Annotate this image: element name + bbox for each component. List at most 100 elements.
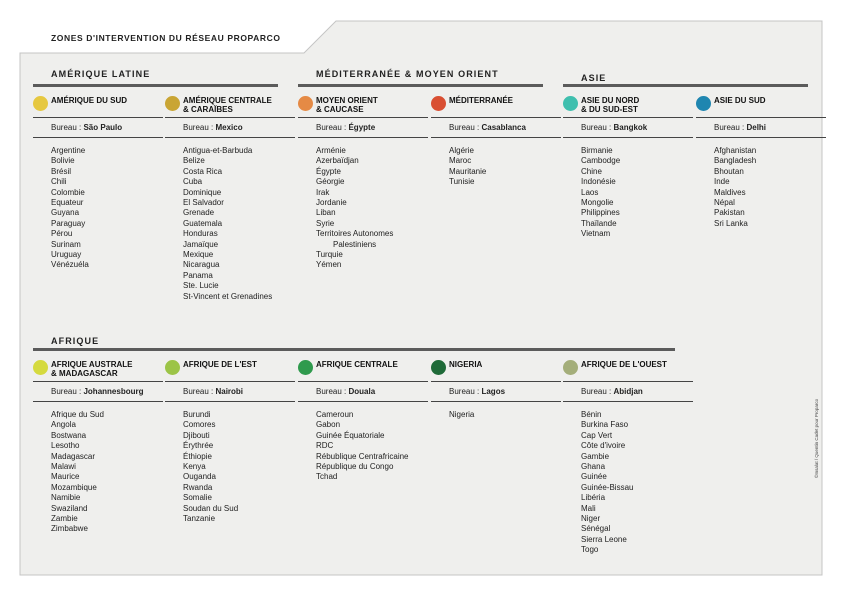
bureau-city: Bangkok [613, 123, 648, 132]
bureau-label: Bureau : [449, 387, 482, 396]
country-item: Gabon [316, 420, 341, 430]
country-item: Chine [581, 166, 602, 176]
country-item: Panama [183, 270, 213, 280]
country-item: Ste. Lucie [183, 281, 219, 291]
country-item: Algérie [449, 146, 474, 155]
bureau-label: Bureau : [183, 387, 216, 396]
country-item: Vietnam [581, 229, 611, 239]
zone-divider [563, 117, 693, 118]
country-list: Afghanistan Bangladesh Bhoutan Inde Maldives… [714, 146, 756, 229]
country-item: Surinam [51, 239, 81, 249]
country-item: Pérou [51, 229, 73, 239]
country-item: Érythrée [183, 441, 214, 451]
zone-divider [431, 137, 561, 138]
zone-divider [298, 381, 428, 382]
country-item: Togo [581, 545, 599, 555]
country-item: Swaziland [51, 503, 88, 513]
country-item: Pakistan [714, 208, 745, 218]
country-item: Sierra Leone [581, 534, 627, 544]
bureau-label: Bureau : [183, 123, 216, 132]
bureau-label: Bureau : [51, 123, 84, 132]
zone-divider [431, 401, 561, 402]
country-item: Tanzanie [183, 514, 216, 524]
zone-color-dot [298, 360, 313, 375]
country-item: Belize [183, 156, 205, 166]
country-item: Birmanie [581, 146, 613, 155]
bureau-line: Bureau : Égypte [316, 123, 375, 132]
bureau-city: Douala [348, 387, 376, 396]
zone-color-dot [431, 96, 446, 111]
country-item: Ghana [581, 462, 606, 472]
country-item: Irak [316, 187, 330, 197]
country-item: Burundi [183, 410, 211, 419]
country-item: Burkina Faso [581, 420, 629, 430]
country-item: Guinée [581, 472, 607, 482]
zone-divider [696, 117, 826, 118]
country-item: Dominique [183, 187, 222, 197]
bureau-line: Bureau : Mexico [183, 123, 243, 132]
country-item: Uruguay [51, 250, 82, 260]
zone-color-dot [298, 96, 313, 111]
country-item: Bénin [581, 410, 602, 419]
bureau-city: Johannesbourg [83, 387, 144, 396]
country-item: Afghanistan [714, 146, 757, 155]
country-item: Guyana [51, 208, 80, 218]
country-item: Turquie [316, 250, 343, 260]
bureau-city: Casablanca [481, 123, 526, 132]
country-item: Syrie [316, 218, 335, 228]
country-item: Sénégal [581, 524, 611, 534]
country-item: République du Congo [316, 462, 394, 472]
country-item: Philippines [581, 208, 620, 218]
bureau-line: Bureau : Bangkok [581, 123, 647, 132]
zone-divider [431, 381, 561, 382]
country-item: Indonésie [581, 177, 616, 187]
country-item: Égypte [316, 166, 341, 176]
bureau-line: Bureau : São Paulo [51, 123, 122, 132]
country-item: Tunisie [449, 177, 475, 187]
country-item: Niger [581, 514, 601, 524]
country-item: Antigua-et-Barbuda [183, 146, 253, 155]
country-item: Malawi [51, 462, 76, 472]
group-rule-asie [563, 84, 808, 87]
country-item: Vénézuéla [51, 260, 89, 270]
country-item: Zimbabwe [51, 524, 88, 534]
zone-name: AFRIQUE AUSTRALE & MADAGASCAR [51, 360, 133, 378]
country-item: Bostwana [51, 430, 87, 440]
country-item: Kenya [183, 462, 206, 472]
country-item: Laos [581, 187, 599, 197]
country-item: Nigeria [449, 410, 475, 419]
group-heading-asie: ASIE [581, 73, 607, 83]
country-item: Liban [316, 208, 336, 218]
photo-credit: ©Insalat / Quentin Cadet pour Proparco [814, 398, 819, 478]
country-list: Antigua-et-Barbuda Belize Costa Rica Cuba Do… [183, 146, 272, 302]
zone-divider [33, 401, 163, 402]
country-item: Guinée Équatoriale [316, 430, 385, 440]
country-list: Afrique du Sud Angola Bostwana Lesotho Madag… [51, 410, 104, 535]
country-item: Mali [581, 503, 596, 513]
country-list: Argentine Bolivie Brésil Chili Colombie Equat… [51, 146, 89, 271]
country-item: Libéria [581, 493, 606, 503]
country-item: Madagascar [51, 451, 96, 461]
country-item: Territoires Autonomes [316, 229, 394, 239]
country-list: Birmanie Cambodge Chine Indonésie Laos Mongol… [581, 146, 620, 240]
bureau-line: Bureau : Johannesbourg [51, 387, 143, 396]
zone-color-dot [431, 360, 446, 375]
zone-divider [563, 401, 693, 402]
country-item: St-Vincent et Grenadines [183, 291, 273, 301]
country-item: Bangladesh [714, 156, 757, 166]
zone-divider [298, 137, 428, 138]
country-item: Yémen [316, 260, 342, 270]
country-item: Azerbaïdjan [316, 156, 359, 166]
zone-divider [563, 381, 693, 382]
country-item: Maurice [51, 472, 80, 482]
zone-color-dot [563, 360, 578, 375]
country-item: Maroc [449, 156, 472, 166]
zone-divider [563, 137, 693, 138]
zone-color-dot [563, 96, 578, 111]
page-title: ZONES D'INTERVENTION DU RÉSEAU PROPARCO [51, 33, 281, 43]
zone-divider [298, 401, 428, 402]
country-item: Comores [183, 420, 216, 430]
zone-color-dot [165, 360, 180, 375]
country-item: RDC [316, 441, 334, 451]
